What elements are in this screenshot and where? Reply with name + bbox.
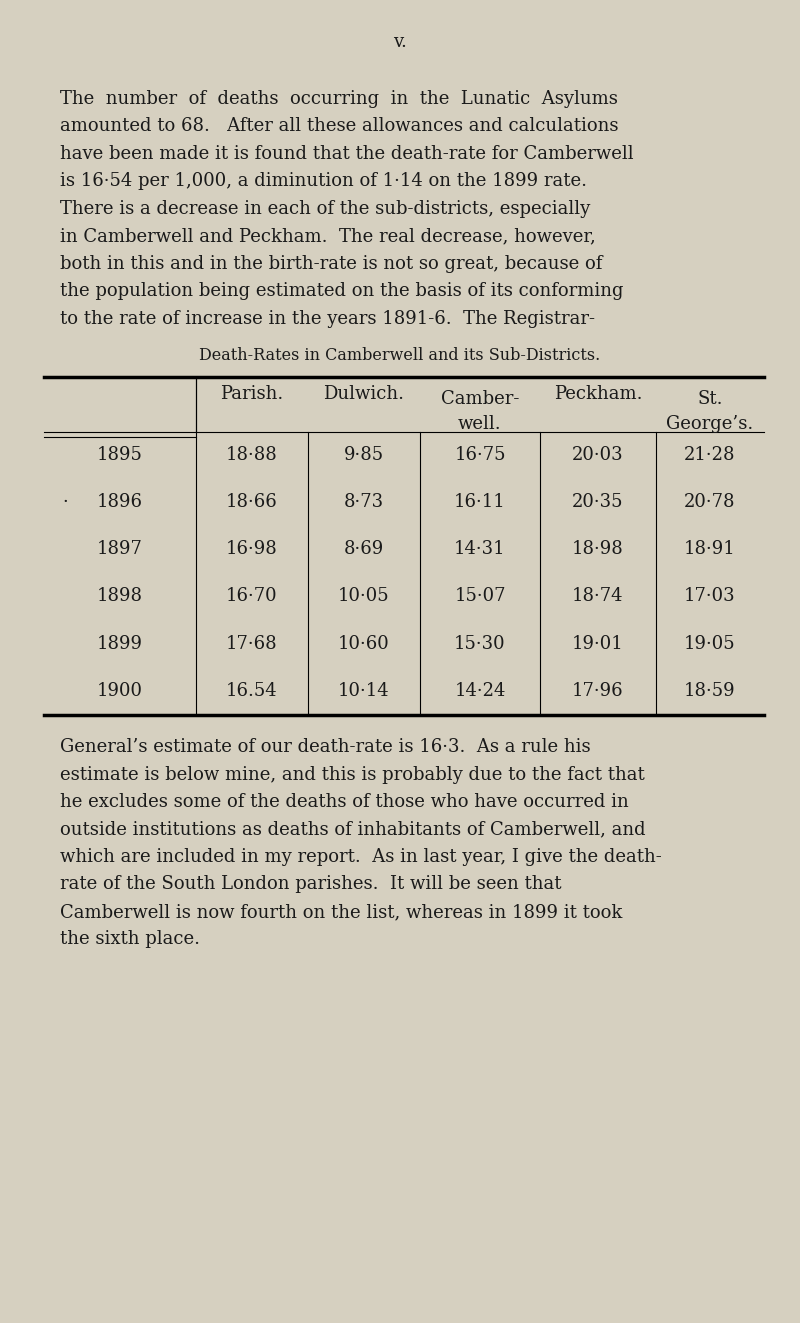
Text: estimate is below mine, and this is probably due to the fact that: estimate is below mine, and this is prob… bbox=[60, 766, 645, 783]
Text: 18·91: 18·91 bbox=[684, 540, 736, 558]
Text: 19·05: 19·05 bbox=[684, 635, 736, 652]
Text: 18·66: 18·66 bbox=[226, 493, 278, 511]
Text: 17·96: 17·96 bbox=[572, 681, 624, 700]
Text: 1897: 1897 bbox=[97, 540, 143, 558]
Text: 10·14: 10·14 bbox=[338, 681, 390, 700]
Text: 16.54: 16.54 bbox=[226, 681, 278, 700]
Text: 16·11: 16·11 bbox=[454, 493, 506, 511]
Text: 8·69: 8·69 bbox=[344, 540, 384, 558]
Text: outside institutions as deaths of inhabitants of Camberwell, and: outside institutions as deaths of inhabi… bbox=[60, 820, 646, 839]
Text: 18·98: 18·98 bbox=[572, 540, 624, 558]
Text: 15·07: 15·07 bbox=[454, 587, 506, 606]
Text: The  number  of  deaths  occurring  in  the  Lunatic  Asylums: The number of deaths occurring in the Lu… bbox=[60, 90, 618, 108]
Text: to the rate of increase in the years 1891-6.  The Registrar-: to the rate of increase in the years 189… bbox=[60, 310, 595, 328]
Text: Death-Rates in Camberwell and its Sub-Districts.: Death-Rates in Camberwell and its Sub-Di… bbox=[199, 347, 601, 364]
Text: 20·03: 20·03 bbox=[572, 446, 624, 464]
Text: 9·85: 9·85 bbox=[344, 446, 384, 464]
Text: well.: well. bbox=[458, 414, 502, 433]
Text: the sixth place.: the sixth place. bbox=[60, 930, 200, 949]
Text: rate of the South London parishes.  It will be seen that: rate of the South London parishes. It wi… bbox=[60, 876, 562, 893]
Text: Camberwell is now fourth on the list, whereas in 1899 it took: Camberwell is now fourth on the list, wh… bbox=[60, 902, 622, 921]
Text: There is a decrease in each of the sub-districts, especially: There is a decrease in each of the sub-d… bbox=[60, 200, 590, 218]
Text: 16·98: 16·98 bbox=[226, 540, 278, 558]
Text: 15·30: 15·30 bbox=[454, 635, 506, 652]
Text: 1898: 1898 bbox=[97, 587, 143, 606]
Text: have been made it is found that the death-rate for Camberwell: have been made it is found that the deat… bbox=[60, 144, 634, 163]
Text: the population being estimated on the basis of its conforming: the population being estimated on the ba… bbox=[60, 282, 623, 300]
Text: 17·68: 17·68 bbox=[226, 635, 278, 652]
Text: 18·59: 18·59 bbox=[684, 681, 736, 700]
Text: is 16·54 per 1,000, a diminution of 1·14 on the 1899 rate.: is 16·54 per 1,000, a diminution of 1·14… bbox=[60, 172, 587, 191]
Text: 16·75: 16·75 bbox=[454, 446, 506, 464]
Text: George’s.: George’s. bbox=[666, 414, 754, 433]
Text: 21·28: 21·28 bbox=[684, 446, 736, 464]
Text: St.: St. bbox=[698, 390, 722, 409]
Text: Parish.: Parish. bbox=[220, 385, 284, 404]
Text: Camber-: Camber- bbox=[441, 390, 519, 409]
Text: 8·73: 8·73 bbox=[344, 493, 384, 511]
Text: Peckham.: Peckham. bbox=[554, 385, 642, 404]
Text: Dulwich.: Dulwich. bbox=[323, 385, 405, 404]
Text: amounted to 68.   After all these allowances and calculations: amounted to 68. After all these allowanc… bbox=[60, 118, 618, 135]
Text: which are included in my report.  As in last year, I give the death-: which are included in my report. As in l… bbox=[60, 848, 662, 867]
Text: 1895: 1895 bbox=[97, 446, 143, 464]
Text: 10·60: 10·60 bbox=[338, 635, 390, 652]
Text: General’s estimate of our death-rate is 16·3.  As a rule his: General’s estimate of our death-rate is … bbox=[60, 738, 590, 757]
Text: 20·78: 20·78 bbox=[684, 493, 736, 511]
Text: 1899: 1899 bbox=[97, 635, 143, 652]
Text: 14·24: 14·24 bbox=[454, 681, 506, 700]
Text: 17·03: 17·03 bbox=[684, 587, 736, 606]
Text: 14·31: 14·31 bbox=[454, 540, 506, 558]
Text: ·: · bbox=[62, 493, 68, 511]
Text: 16·70: 16·70 bbox=[226, 587, 278, 606]
Text: 10·05: 10·05 bbox=[338, 587, 390, 606]
Text: 20·35: 20·35 bbox=[572, 493, 624, 511]
Text: 1896: 1896 bbox=[97, 493, 143, 511]
Text: 1900: 1900 bbox=[97, 681, 143, 700]
Text: 19·01: 19·01 bbox=[572, 635, 624, 652]
Text: 18·74: 18·74 bbox=[572, 587, 624, 606]
Text: 18·88: 18·88 bbox=[226, 446, 278, 464]
Text: both in this and in the birth-rate is not so great, because of: both in this and in the birth-rate is no… bbox=[60, 254, 602, 273]
Text: in Camberwell and Peckham.  The real decrease, however,: in Camberwell and Peckham. The real decr… bbox=[60, 228, 596, 245]
Text: v.: v. bbox=[393, 33, 407, 52]
Text: he excludes some of the deaths of those who have occurred in: he excludes some of the deaths of those … bbox=[60, 792, 629, 811]
